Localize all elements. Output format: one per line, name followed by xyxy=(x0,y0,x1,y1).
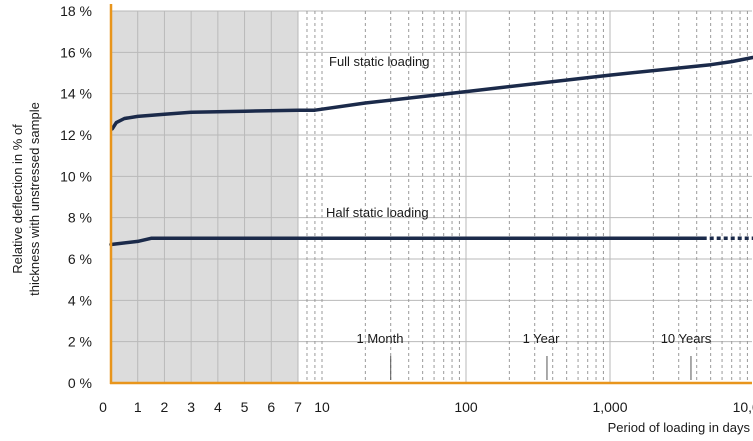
y-axis-title-line-2: thickness with unstressed sample xyxy=(27,102,42,296)
x-tick-label: 1 xyxy=(134,399,142,415)
x-tick-label: 7 xyxy=(294,399,302,415)
y-tick-labels: 0 % 2 % 4 % 6 % 8 % 10 % 12 % 14 % 16 % 18 % xyxy=(60,3,92,391)
y-tick-label: 4 % xyxy=(68,292,92,308)
y-tick-label: 6 % xyxy=(68,251,92,267)
annotation-markers xyxy=(390,356,692,380)
x-tick-label: 4 xyxy=(214,399,222,415)
x-tick-label: 6 xyxy=(267,399,275,415)
y-axis-title-line-1: Relative deflection in % of xyxy=(10,124,25,274)
x-tick-label: 3 xyxy=(187,399,195,415)
y-tick-label: 12 % xyxy=(60,127,92,143)
x-tick-label: 0 xyxy=(99,399,107,415)
y-tick-label: 0 % xyxy=(68,375,92,391)
x-tick-label: 10,000 xyxy=(733,399,753,415)
series-label-half-static: Half static loading xyxy=(326,205,429,220)
y-tick-label: 10 % xyxy=(60,168,92,184)
y-tick-label: 18 % xyxy=(60,3,92,19)
grid-lines xyxy=(111,10,752,383)
series-line-full-static xyxy=(110,55,753,131)
x-tick-label: 5 xyxy=(241,399,249,415)
series-label-full-static: Full static loading xyxy=(329,54,429,69)
axes xyxy=(109,4,752,385)
annotation-10-years: 10 Years xyxy=(661,331,712,346)
x-tick-label: 2 xyxy=(161,399,169,415)
x-tick-label: 1,000 xyxy=(592,399,627,415)
y-tick-label: 8 % xyxy=(68,210,92,226)
x-tick-label: 100 xyxy=(454,399,478,415)
series-line-half-static xyxy=(109,236,705,247)
plot-background xyxy=(111,11,298,383)
annotation-1-year: 1 Year xyxy=(523,331,561,346)
x-axis-title: Period of loading in days xyxy=(608,420,751,435)
x-tick-labels: 0 1 2 3 4 5 6 7 10 100 1,000 10,000 xyxy=(99,399,753,415)
shaded-region xyxy=(111,11,298,383)
x-tick-label: 10 xyxy=(314,399,330,415)
annotation-1-month: 1 Month xyxy=(357,331,404,346)
y-tick-label: 16 % xyxy=(60,44,92,60)
series-lines xyxy=(109,55,753,247)
y-tick-label: 14 % xyxy=(60,86,92,102)
y-tick-label: 2 % xyxy=(68,334,92,350)
